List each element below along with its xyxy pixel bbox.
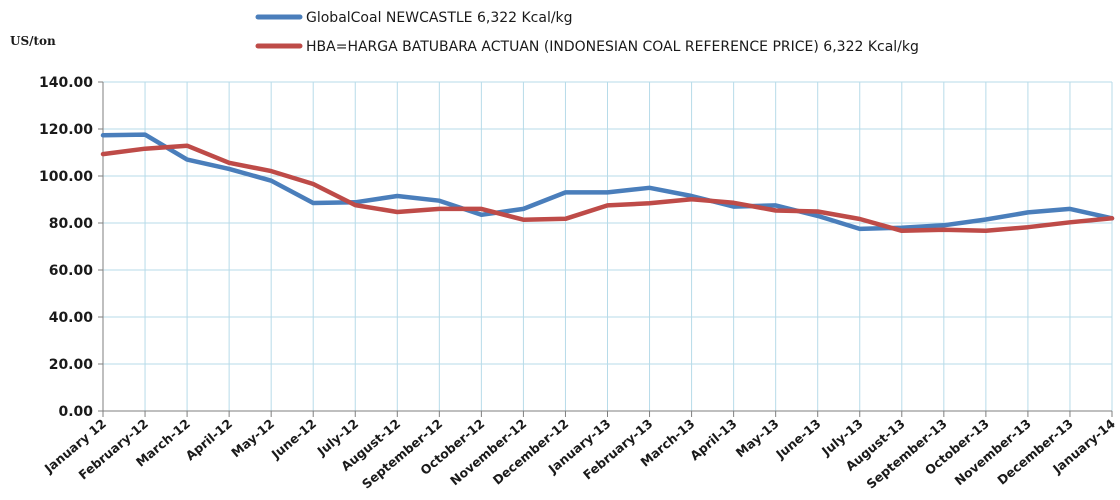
x-tick-labels: January 12February-12March-12April-12May…	[41, 416, 1118, 492]
y-tick-label: 20.00	[49, 357, 94, 373]
legend: GlobalCoal NEWCASTLE 6,322 Kcal/kg HBA=HA…	[255, 10, 919, 55]
y-tick-labels: 0.00 20.00 40.00 60.00 80.00 100.00 120.00 140.…	[39, 75, 93, 420]
x-tick-label: May-13	[733, 416, 782, 460]
x-tick-label: December-13	[994, 416, 1076, 488]
x-tick-label: November-13	[952, 416, 1034, 488]
series-line-hba-indonesian-reference	[100, 143, 1115, 234]
x-tick-label: April-13	[687, 416, 740, 463]
series-line-globalcoal-newcastle	[100, 132, 1115, 232]
y-tick-label: 40.00	[49, 310, 94, 326]
y-tick-label: 0.00	[58, 404, 93, 420]
y-tick-label: 80.00	[49, 216, 94, 232]
y-tick-label: 140.00	[39, 75, 93, 91]
x-tick-label: May-12	[228, 416, 277, 460]
y-tick-label: 60.00	[49, 263, 94, 279]
x-tick-label: December-12	[490, 416, 572, 488]
x-tick-label: June-13	[772, 416, 823, 463]
y-axis-label: US/ton	[10, 34, 56, 48]
legend-label: HBA=HARGA BATUBARA ACTUAN (INDONESIAN CO…	[306, 39, 919, 55]
legend-label: GlobalCoal NEWCASTLE 6,322 Kcal/kg	[306, 10, 573, 26]
axes	[98, 81, 1113, 417]
y-tick-label: 100.00	[39, 169, 93, 185]
gridlines	[103, 81, 1113, 411]
x-tick-label: April-12	[183, 416, 236, 463]
x-tick-label: June-12	[268, 416, 319, 463]
y-tick-label: 120.00	[39, 122, 93, 138]
series-lines	[100, 132, 1115, 234]
x-tick-label: November-12	[447, 416, 529, 488]
